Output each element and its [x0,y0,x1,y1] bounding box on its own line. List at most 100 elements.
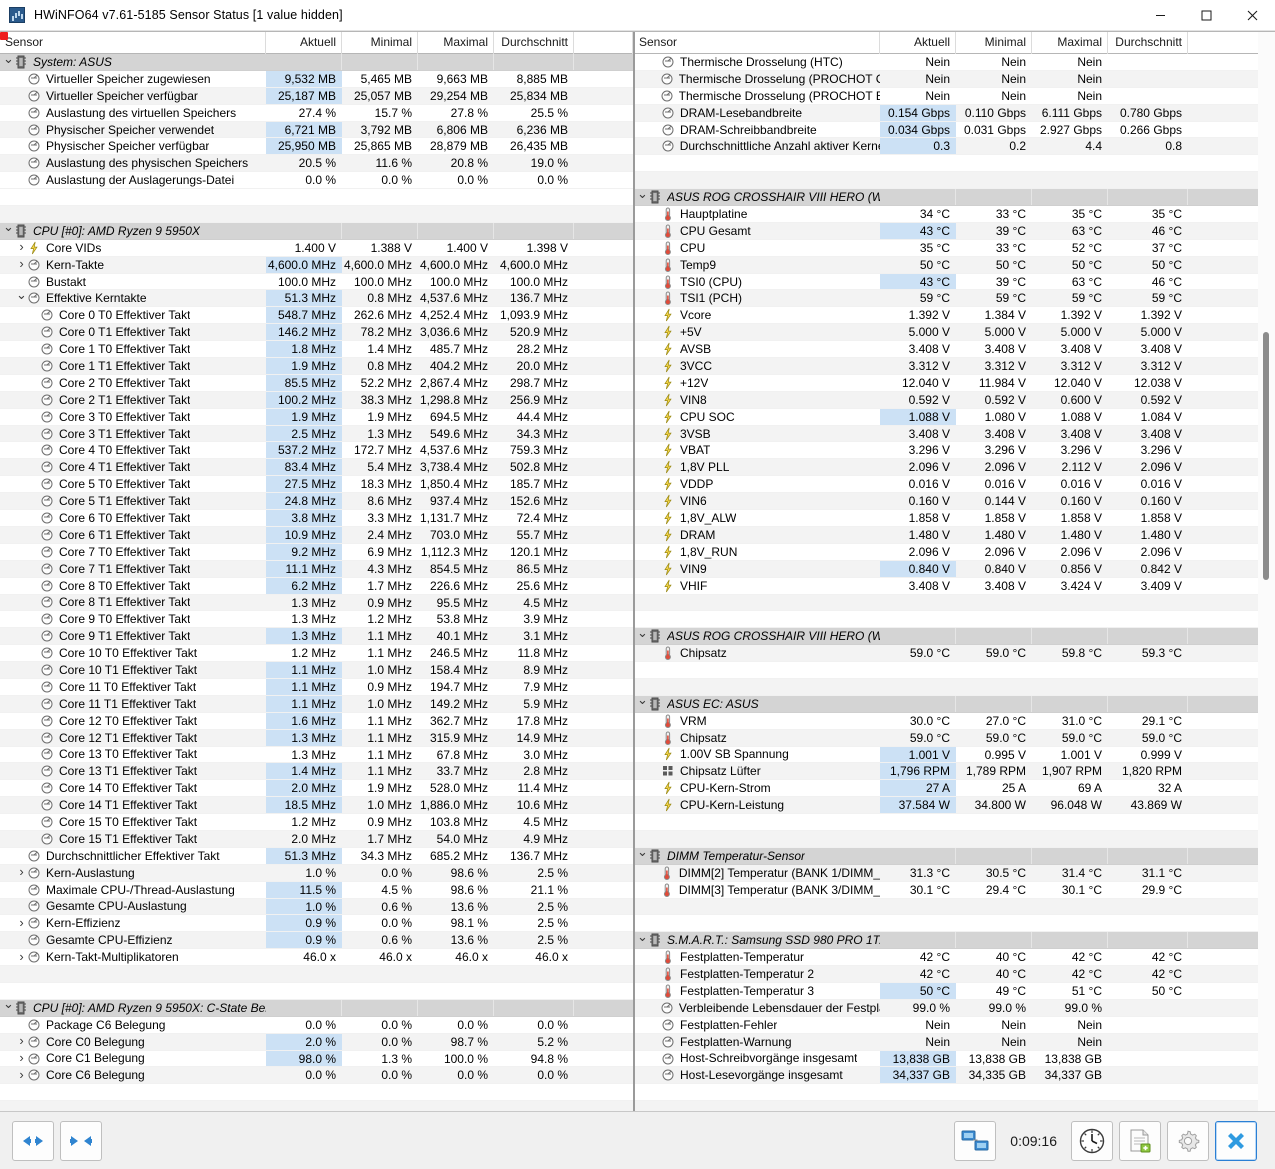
sensor-row[interactable]: Core 15 T0 Effektiver Takt 1.2 MHz 0.9 MHz… [0,814,633,831]
sensor-rows-right[interactable]: Thermische Drosselung (HTC) Nein Nein Nein … [634,54,1275,1111]
sensor-row[interactable]: Maximale CPU-/Thread-Auslastung 11.5 % 4.5… [0,881,633,899]
scrollbar-thumb[interactable] [1263,332,1269,580]
sensor-row[interactable]: Core 14 T1 Effektiver Takt 18.5 MHz 1.0 MH… [0,797,633,815]
sensor-group-row[interactable]: ⌄ DIMM Temperatur-Sensor [634,847,1275,865]
sensor-row[interactable]: VHIF 3.408 V 3.408 V 3.424 V 3.409 V [634,578,1275,595]
sensor-row[interactable]: +5V 5.000 V 5.000 V 5.000 V 5.000 V [634,324,1275,342]
sensor-row[interactable]: Core 14 T0 Effektiver Takt 2.0 MHz 1.9 MHz… [0,780,633,798]
sensor-row[interactable]: Chipsatz Lüfter 1,796 RPM 1,789 RPM 1,907 R… [634,763,1275,781]
chevron-right-icon[interactable]: › [19,949,24,964]
sensor-row[interactable]: Thermische Drosselung (HTC) Nein Nein Nein [634,54,1275,71]
sensor-row[interactable]: Core 0 T1 Effektiver Takt 146.2 MHz 78.2 M… [0,324,633,342]
sensor-row[interactable]: TSI0 (CPU) 43 °C 39 °C 63 °C 46 °C [634,273,1275,291]
sensor-row[interactable]: Virtueller Speicher zugewiesen 9,532 MB 5,… [0,70,633,88]
column-header-maximal[interactable]: Maximal [418,32,494,54]
chevron-down-icon[interactable]: ⌄ [3,222,14,235]
expand-left-button[interactable] [12,1120,54,1161]
sensor-row[interactable]: Auslastung des physischen Speichers 20.5 … [0,155,633,173]
sensor-row[interactable]: › Kern-Takt-Multiplikatoren 46.0 x 46.0 x 46… [0,949,633,967]
chevron-right-icon[interactable]: › [19,1050,24,1066]
chevron-down-icon[interactable]: ⌄ [637,932,648,944]
sensor-rows-left[interactable]: ⌄ System: ASUS Virtueller Speicher zugewi… [0,54,633,1111]
sensor-row[interactable]: Festplatten-Fehler Nein Nein Nein [634,1017,1275,1034]
settings-gear-button[interactable] [1167,1120,1209,1161]
column-header-minimal[interactable]: Minimal [342,32,418,54]
sensor-row[interactable]: Core 5 T0 Effektiver Takt 27.5 MHz 18.3 MH… [0,476,633,494]
minimize-button[interactable] [1137,0,1183,31]
sensor-group-row[interactable]: ⌄ S.M.A.R.T.: Samsung SSD 980 PRO 1T... [634,932,1275,950]
chevron-right-icon[interactable]: › [19,864,24,880]
sensor-row[interactable]: Auslastung der Auslagerungs-Datei 0.0 % 0.… [0,172,633,190]
sensor-row[interactable]: Core 7 T0 Effektiver Takt 9.2 MHz 6.9 MHz 1… [0,543,633,561]
sensor-row[interactable]: DIMM[3] Temperatur (BANK 3/DIMM_B2) 30.1 … [634,882,1275,899]
sensor-row[interactable]: 1,8V_RUN 2.096 V 2.096 V 2.096 V 2.096 V [634,544,1275,561]
sensor-row[interactable]: › Kern-Effizienz 0.9 % 0.0 % 98.1 % 2.5 % [0,915,633,933]
chevron-down-icon[interactable]: ⌄ [637,847,648,860]
sensor-row[interactable]: VIN8 0.592 V 0.592 V 0.600 V 0.592 V [634,391,1275,409]
sensor-group-row[interactable]: ⌄ ASUS EC: ASUS [634,695,1275,713]
sensor-row[interactable]: Core 5 T1 Effektiver Takt 24.8 MHz 8.6 MHz… [0,493,633,511]
sensor-row[interactable]: Thermische Drosselung (PROCHOT EXT) Nein N… [634,88,1275,105]
sensor-row[interactable]: 3VSB 3.408 V 3.408 V 3.408 V 3.408 V [634,425,1275,443]
sensor-row[interactable]: VDDP 0.016 V 0.016 V 0.016 V 0.016 V [634,476,1275,494]
sensor-row[interactable]: Core 15 T1 Effektiver Takt 2.0 MHz 1.7 MHz… [0,830,633,848]
chevron-right-icon[interactable]: › [19,915,24,930]
pane-splitter[interactable] [633,32,635,1111]
sensor-row[interactable]: 1,8V PLL 2.096 V 2.096 V 2.112 V 2.096 V [634,459,1275,477]
sensor-row[interactable]: Core 11 T0 Effektiver Takt 1.1 MHz 0.9 MHz… [0,678,633,696]
sensor-row[interactable]: Core 4 T1 Effektiver Takt 83.4 MHz 5.4 MHz… [0,459,633,477]
sensor-group-row[interactable]: ⌄ CPU [#0]: AMD Ryzen 9 5950X [0,222,633,240]
vertical-scrollbar[interactable] [1258,32,1275,1111]
sensor-row[interactable]: Festplatten-Temperatur 3 50 °C 49 °C 51 °C 5… [634,982,1275,1000]
sensor-row[interactable]: Core 0 T0 Effektiver Takt 548.7 MHz 262.6 … [0,307,633,325]
sensor-row[interactable]: › Core C6 Belegung 0.0 % 0.0 % 0.0 % 0.0 % [0,1067,633,1085]
sensor-row[interactable]: CPU SOC 1.088 V 1.080 V 1.088 V 1.084 V [634,408,1275,426]
sensor-row[interactable]: Verbleibende Lebensdauer der Festplatte 9… [634,999,1275,1017]
sensor-row[interactable]: › Core VIDs 1.400 V 1.388 V 1.400 V 1.398 V [0,240,633,257]
sensor-row[interactable]: Durchschnittliche Anzahl aktiver Kerne 0.… [634,138,1275,156]
sensor-row[interactable]: Core 10 T0 Effektiver Takt 1.2 MHz 1.1 MHz… [0,645,633,663]
chevron-right-icon[interactable]: › [19,256,24,272]
sensor-row[interactable]: TSI1 (PCH) 59 °C 59 °C 59 °C 59 °C [634,290,1275,308]
sensor-row[interactable]: Gesamte CPU-Effizienz 0.9 % 0.6 % 13.6 % 2.5… [0,932,633,950]
sensor-row[interactable]: › Core C0 Belegung 2.0 % 0.0 % 98.7 % 5.2 % [0,1033,633,1051]
chevron-down-icon[interactable]: ⌄ [637,189,648,201]
sensor-row[interactable]: Core 6 T0 Effektiver Takt 3.8 MHz 3.3 MHz 1… [0,510,633,527]
sensor-group-row[interactable]: ⌄ CPU [#0]: AMD Ryzen 9 5950X: C-State Be… [0,999,633,1017]
sensor-group-row[interactable]: ⌄ ASUS ROG CROSSHAIR VIII HERO (WI... [634,189,1275,207]
sensor-row[interactable]: AVSB 3.408 V 3.408 V 3.408 V 3.408 V [634,341,1275,359]
sensor-row[interactable]: Gesamte CPU-Auslastung 1.0 % 0.6 % 13.6 % 2.… [0,898,633,916]
sensor-row[interactable]: Festplatten-Warnung Nein Nein Nein [634,1033,1275,1051]
sensor-row[interactable]: CPU-Kern-Leistung 37.584 W 34.800 W 96.048 … [634,797,1275,815]
sensor-row[interactable]: Festplatten-Temperatur 42 °C 40 °C 42 °C 42 … [634,949,1275,967]
sensor-row[interactable]: DRAM-Lesebandbreite 0.154 Gbps 0.110 Gbps 6… [634,104,1275,122]
column-header-minimal-r[interactable]: Minimal [956,32,1032,54]
sensor-row[interactable]: Festplatten-Temperatur 2 42 °C 40 °C 42 °C 4… [634,966,1275,983]
sensor-row[interactable]: 3VCC 3.312 V 3.312 V 3.312 V 3.312 V [634,358,1275,375]
sensor-row[interactable]: Core 3 T0 Effektiver Takt 1.9 MHz 1.9 MHz 6… [0,408,633,426]
sensor-row[interactable]: Temp9 50 °C 50 °C 50 °C 50 °C [634,256,1275,274]
sensor-row[interactable]: VIN9 0.840 V 0.840 V 0.856 V 0.842 V [634,560,1275,578]
chevron-down-icon[interactable]: ⌄ [637,628,648,640]
column-header-durchschnitt-r[interactable]: Durchschnitt [1108,32,1188,54]
chevron-down-icon[interactable]: ⌄ [637,695,648,708]
sensor-row[interactable]: DRAM-Schreibbandbreite 0.034 Gbps 0.031 Gb… [634,121,1275,139]
sensor-row[interactable]: Core 13 T1 Effektiver Takt 1.4 MHz 1.1 MHz… [0,763,633,781]
sensor-row[interactable]: +12V 12.040 V 11.984 V 12.040 V 12.038 V [634,375,1275,392]
sensor-group-row[interactable]: ⌄ System: ASUS [0,54,633,71]
sensor-row[interactable]: Durchschnittlicher Effektiver Takt 51.3 M… [0,847,633,865]
collapse-right-button[interactable] [60,1120,102,1161]
sensor-row[interactable]: › Kern-Auslastung 1.0 % 0.0 % 98.6 % 2.5 % [0,864,633,882]
sensor-row[interactable]: Core 1 T1 Effektiver Takt 1.9 MHz 0.8 MHz 4… [0,358,633,375]
sensor-row[interactable]: Core 3 T1 Effektiver Takt 2.5 MHz 1.3 MHz 5… [0,425,633,443]
sensor-row[interactable]: › Kern-Takte 4,600.0 MHz 4,600.0 MHz 4,600.0… [0,256,633,274]
sensor-row[interactable]: Core 9 T1 Effektiver Takt 1.3 MHz 1.1 MHz 4… [0,628,633,646]
sensor-row[interactable]: CPU Gesamt 43 °C 39 °C 63 °C 46 °C [634,222,1275,240]
sensor-row[interactable]: Hauptplatine 34 °C 33 °C 35 °C 35 °C [634,206,1275,223]
column-header-durchschnitt[interactable]: Durchschnitt [494,32,574,54]
chevron-down-icon[interactable]: ⌄ [3,54,14,66]
chevron-right-icon[interactable]: › [19,239,24,255]
sensor-row[interactable]: Thermische Drosselung (PROCHOT CPU) Nein N… [634,70,1275,88]
sensor-row[interactable]: Core 1 T0 Effektiver Takt 1.8 MHz 1.4 MHz 4… [0,341,633,359]
column-header-maximal-r[interactable]: Maximal [1032,32,1108,54]
